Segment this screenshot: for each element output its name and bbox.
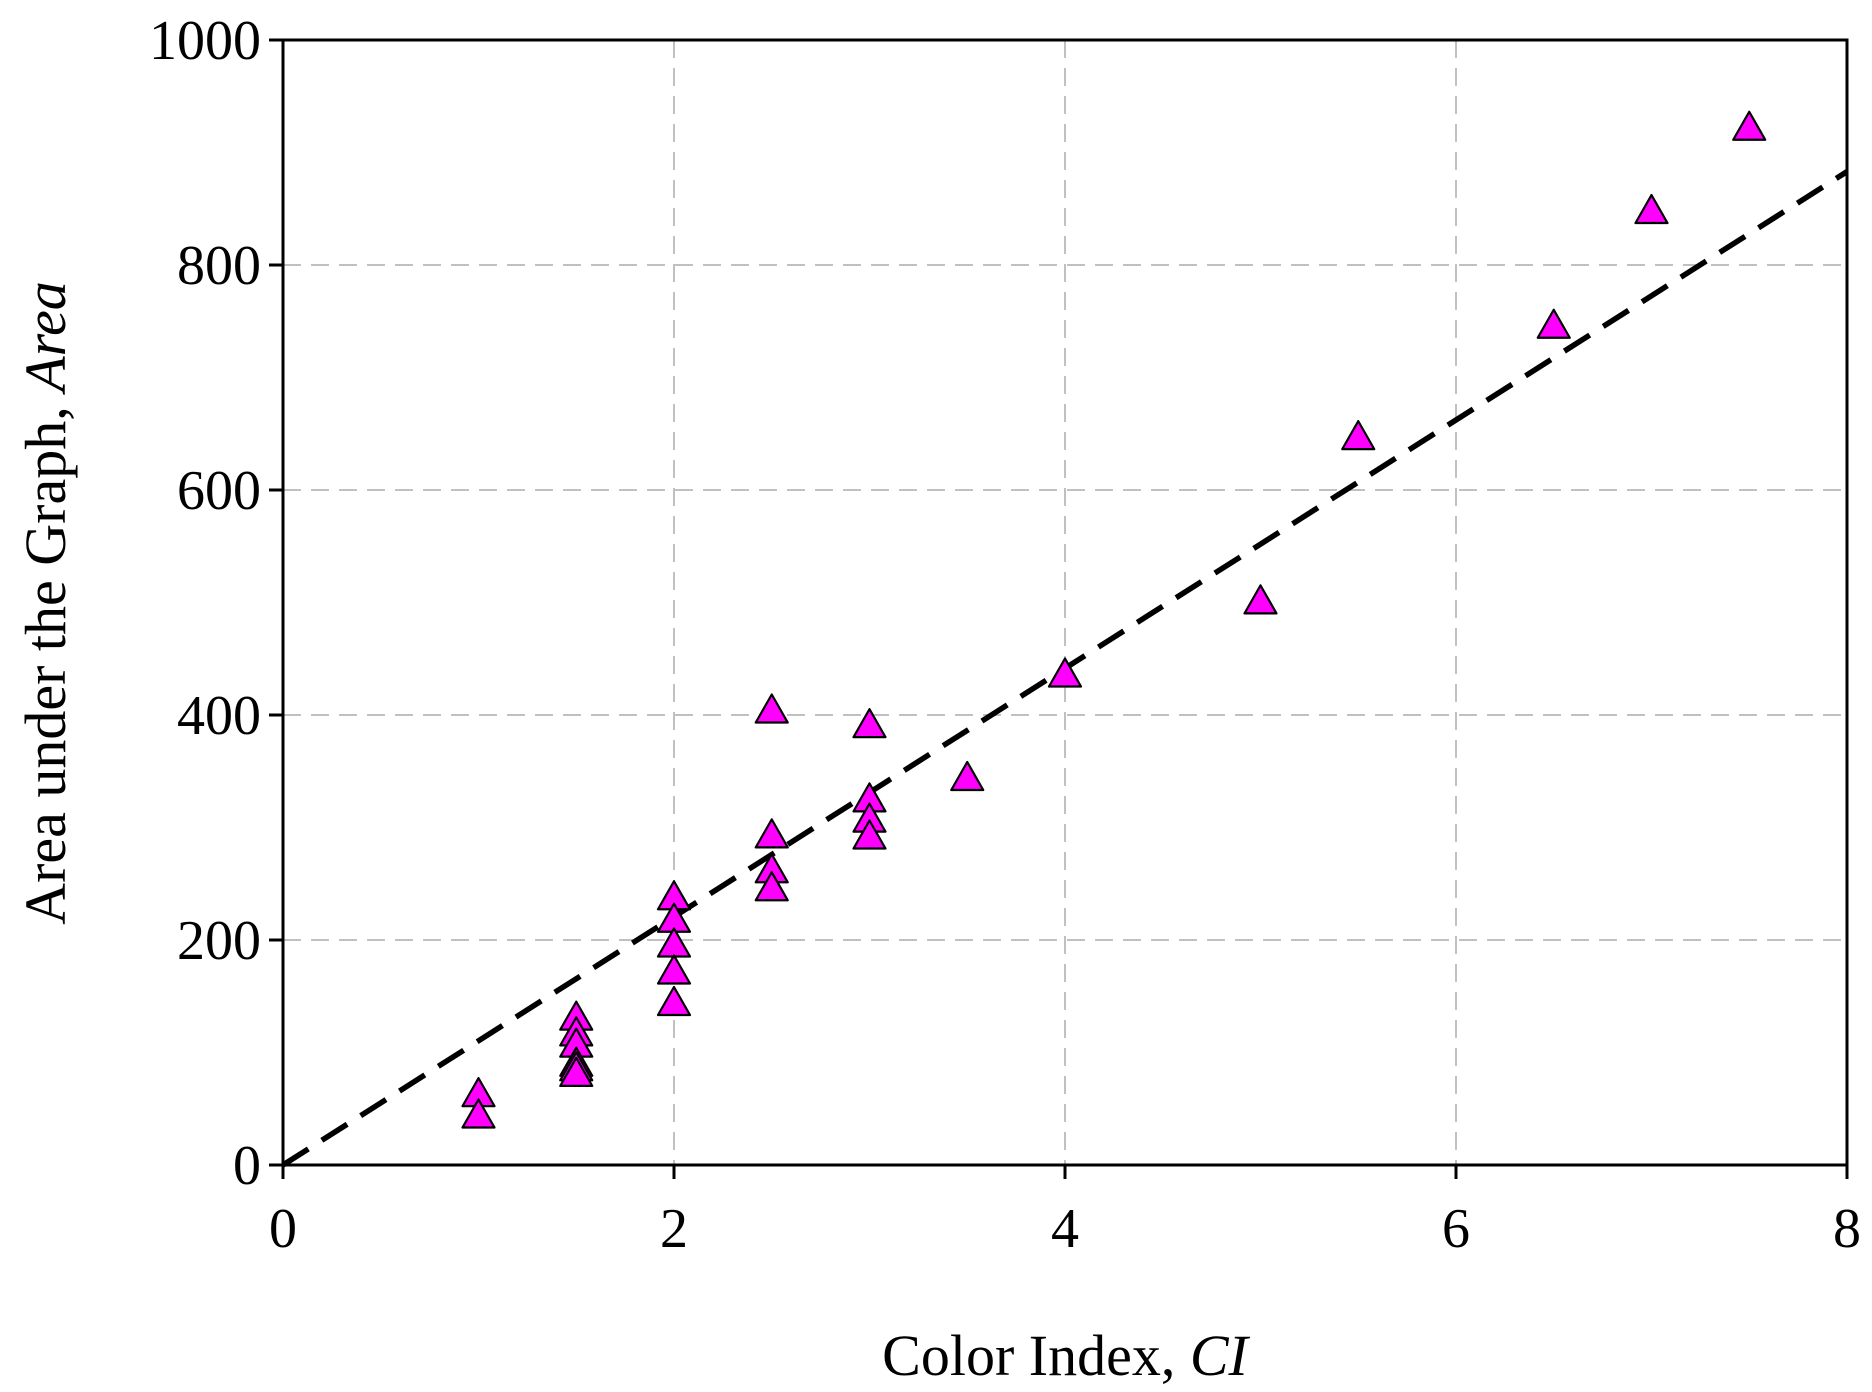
y-tick-label: 1000 [149,10,261,72]
y-axis-ticks: 0 200 400 600 800 1000 [149,10,283,1197]
x-tick-label: 4 [1051,1198,1079,1260]
y-tick-label: 0 [233,1135,261,1197]
data-point-triangle [852,708,887,739]
grid-lines [283,40,1847,1165]
data-point-triangle [950,760,985,792]
x-axis-title: Color Index, CI [882,1323,1250,1388]
y-tick-label: 200 [177,910,261,972]
y-tick-label: 800 [177,235,261,297]
data-point-triangle [1047,657,1083,688]
x-tick-label: 6 [1442,1198,1470,1260]
y-axis-title: Area under the Graph, Area [13,281,78,925]
data-point-triangle [754,871,789,902]
data-point-triangle [852,819,887,850]
y-tick-label: 600 [177,460,261,522]
y-axis-title-symbol: Area [13,281,78,396]
x-axis-ticks: 0 2 4 6 8 [269,1165,1861,1260]
data-point-triangle [1536,308,1571,339]
x-axis-title-text: Color Index, [882,1323,1190,1388]
x-tick-label: 2 [660,1198,688,1260]
data-point-triangle [1341,420,1376,451]
x-tick-label: 8 [1833,1198,1861,1260]
data-point-triangle [1634,193,1669,225]
data-point-triangle [656,985,692,1017]
data-point-triangle [461,1098,496,1129]
data-points [461,110,1767,1129]
x-axis-title-symbol: CI [1190,1323,1251,1388]
data-point-triangle [1732,110,1767,141]
data-point-triangle [1243,584,1278,615]
y-axis-title-text: Area under the Graph, [13,392,78,925]
data-point-triangle [754,818,789,849]
data-point-triangle [559,1056,594,1087]
data-point-triangle [656,954,692,985]
data-point-triangle [754,693,789,724]
x-tick-label: 0 [269,1198,297,1260]
y-tick-label: 400 [177,685,261,747]
